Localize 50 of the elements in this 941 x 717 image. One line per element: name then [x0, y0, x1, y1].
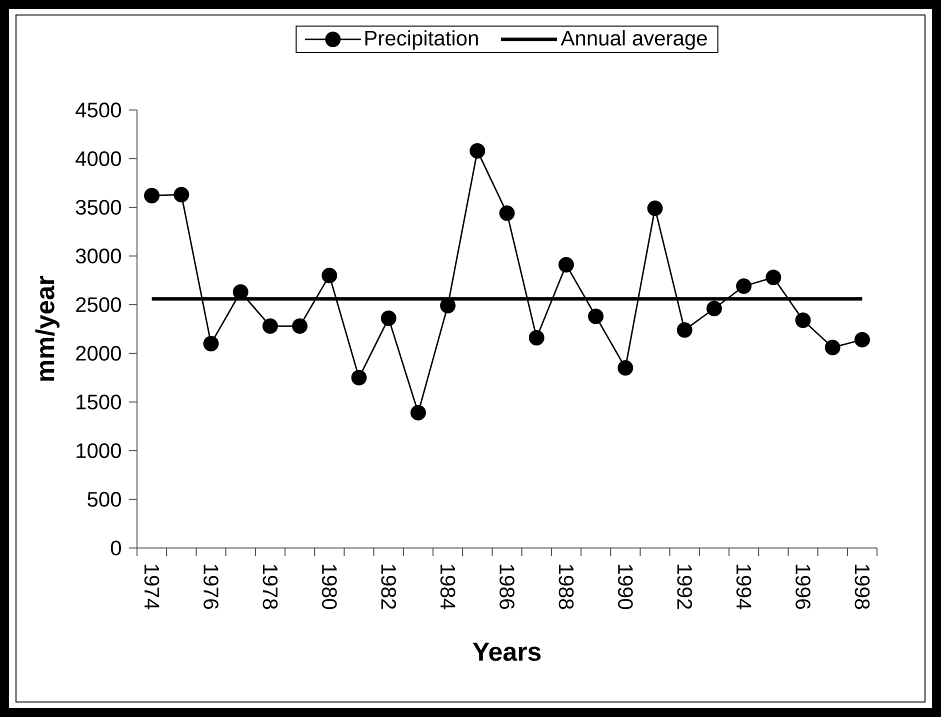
point	[410, 404, 426, 420]
x-tick-label: 1982	[381, 564, 396, 609]
point	[262, 318, 278, 334]
y-axis-title: mm/year	[35, 276, 60, 381]
y-tick-label: 4500	[76, 102, 121, 118]
point	[706, 300, 722, 316]
y-tick-label: 2500	[76, 297, 121, 312]
point	[558, 257, 574, 273]
point	[322, 268, 338, 284]
point	[203, 336, 219, 352]
point	[588, 308, 604, 324]
legend-label: Annual average	[560, 30, 707, 50]
x-tick-label: 1988	[558, 564, 574, 609]
y-tick-label: 3000	[76, 248, 121, 264]
y-tick-label: 3500	[76, 200, 121, 215]
point	[470, 143, 486, 159]
y-tick-label: 0	[110, 540, 121, 556]
x-tick-label: 1986	[500, 564, 514, 609]
point	[618, 360, 634, 376]
point	[676, 322, 692, 338]
point	[824, 340, 840, 356]
legend-label: Precipitation	[365, 30, 478, 50]
point	[854, 332, 870, 348]
point	[351, 370, 367, 386]
point	[380, 310, 396, 326]
point	[292, 318, 308, 334]
x-axis-title: Years	[472, 642, 541, 661]
x-tick-label: 1990	[618, 564, 633, 610]
x-tick-label: 1976	[204, 564, 218, 609]
x-tick-label: 1992	[677, 564, 692, 609]
x-tick-label: 1998	[854, 564, 870, 609]
y-tick-label: 1500	[76, 394, 121, 410]
x-tick-label: 1994	[736, 564, 752, 610]
point	[647, 200, 663, 216]
point	[766, 270, 782, 286]
x-tick-label: 1996	[796, 564, 810, 609]
y-tick-label: 2000	[76, 346, 121, 361]
x-tick-label: 1980	[322, 564, 337, 610]
point	[144, 188, 160, 204]
point	[499, 205, 515, 221]
point	[736, 278, 752, 294]
x-tick-label: 1984	[440, 564, 456, 610]
y-tick-label: 500	[88, 492, 121, 507]
x-tick-label: 1978	[262, 564, 278, 609]
point	[174, 186, 190, 202]
y-tick-label: 4000	[76, 151, 121, 166]
point	[528, 330, 544, 346]
x-tick-label: 1974	[144, 564, 160, 610]
y-tick-label: 1000	[76, 443, 121, 458]
point	[795, 312, 811, 328]
